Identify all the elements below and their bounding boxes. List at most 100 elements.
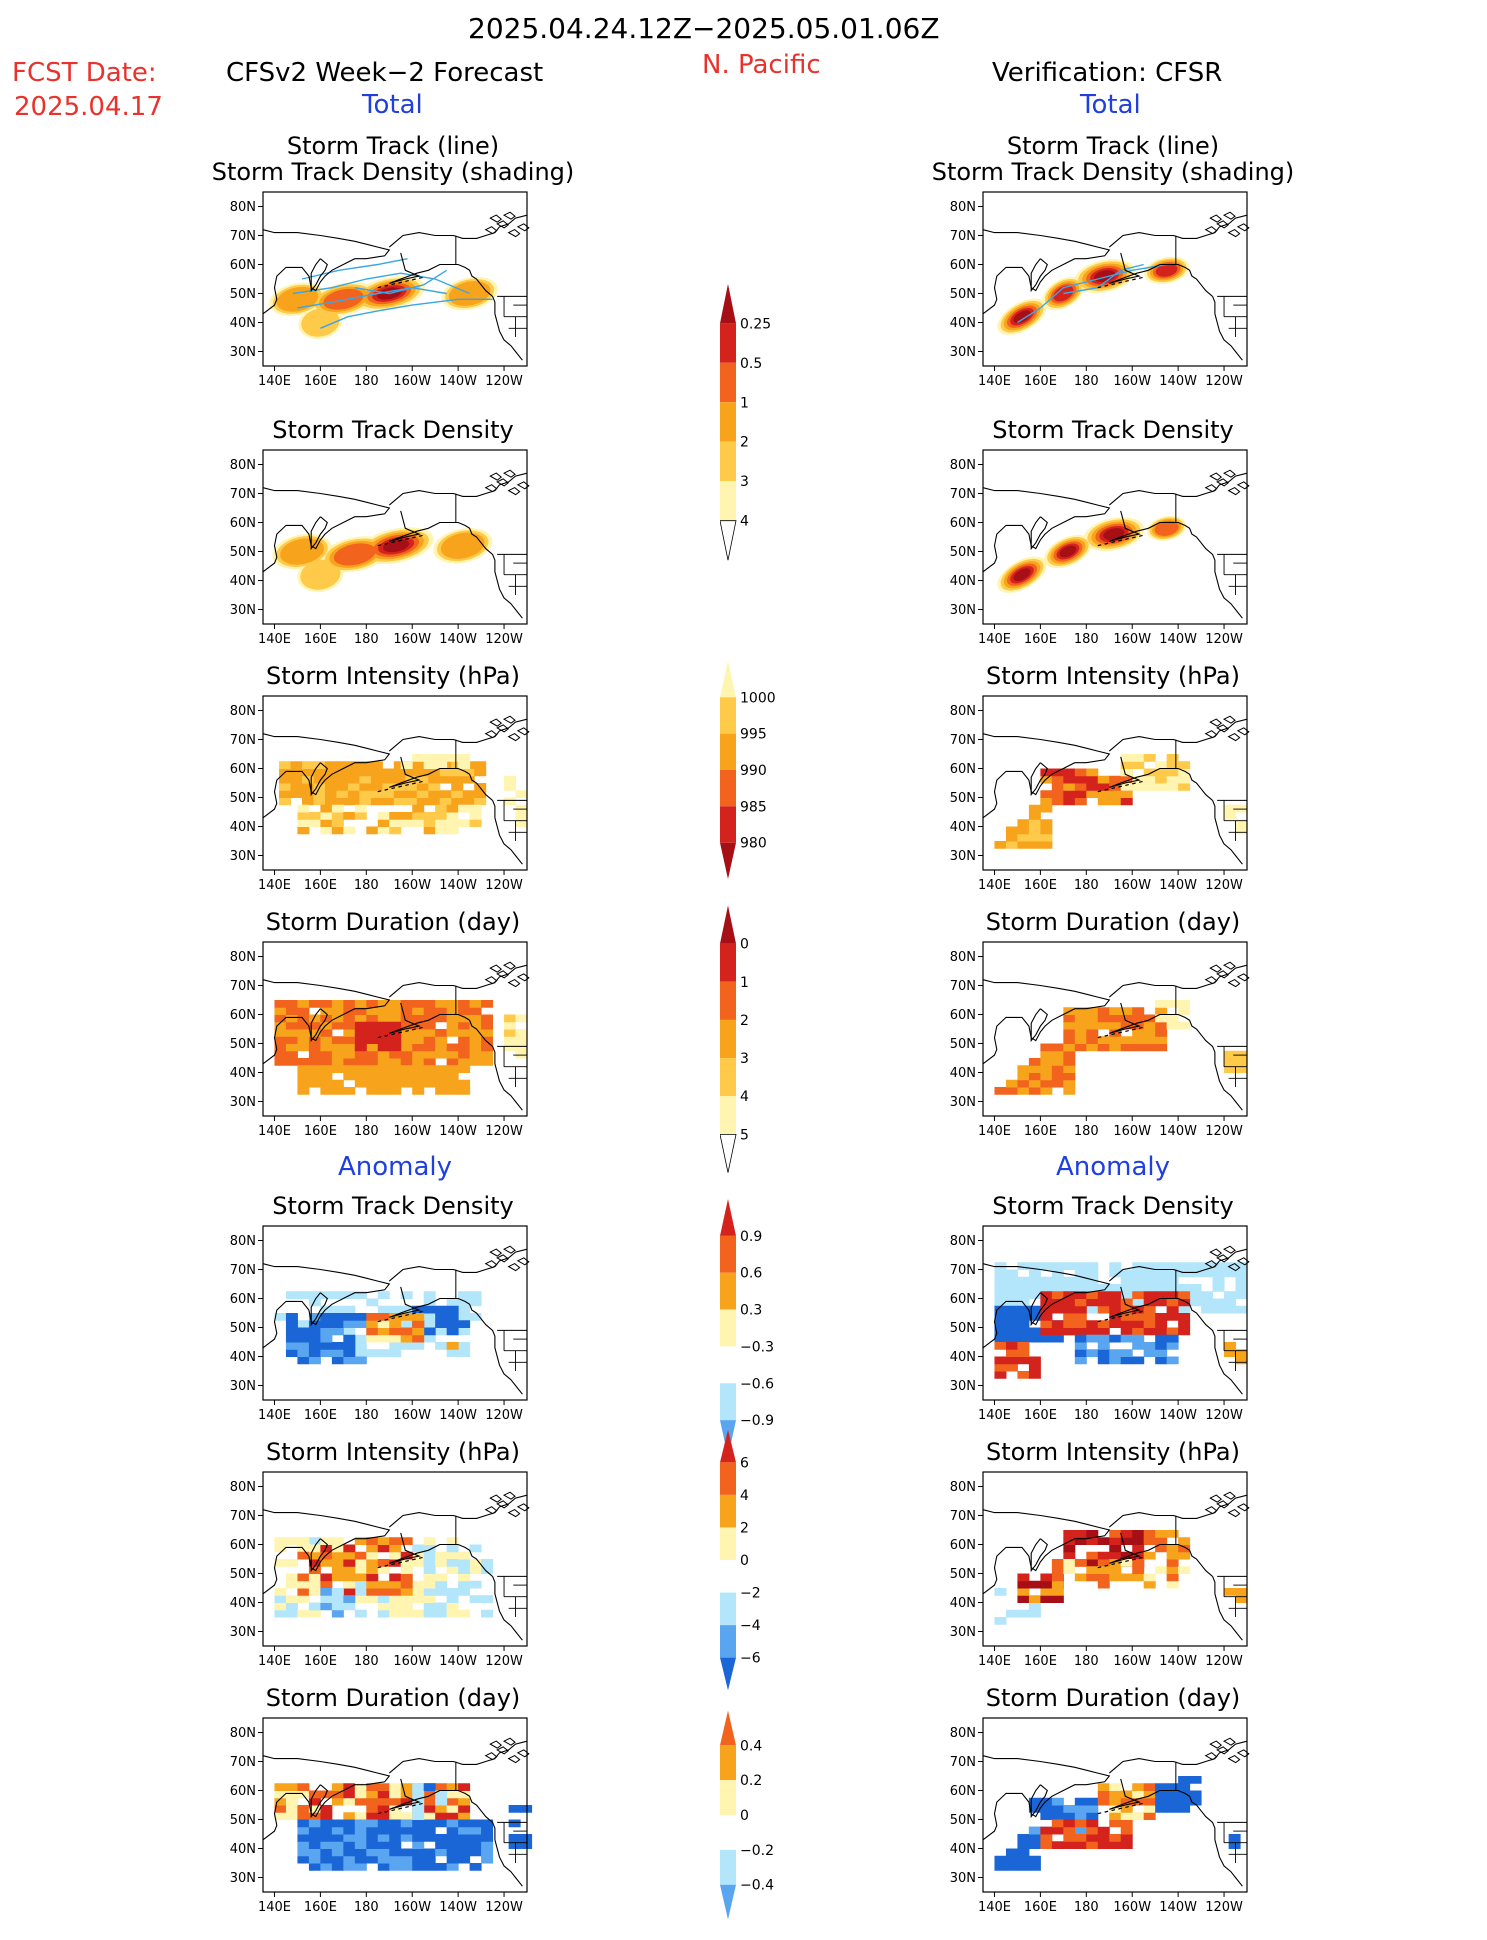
grid-cell	[1017, 1276, 1030, 1285]
lat-tick-label: 30N	[950, 603, 976, 618]
grid-cell	[1155, 1036, 1168, 1044]
storm-track-line	[292, 272, 470, 295]
grid-cell	[343, 1029, 356, 1037]
grid-cell	[423, 1000, 436, 1008]
grid-cell	[412, 1609, 425, 1618]
coastline	[1109, 1286, 1243, 1395]
lon-tick-label: 140E	[978, 1900, 1011, 1915]
island	[412, 1558, 416, 1561]
island	[1104, 1564, 1109, 1567]
grid-cell	[1074, 1036, 1087, 1044]
colorbar-segment	[720, 1625, 736, 1658]
grid-cell	[1040, 1595, 1053, 1603]
grid-cell	[274, 1595, 287, 1603]
grid-cell	[343, 1000, 356, 1008]
grid-cell	[405, 783, 418, 791]
storm-track-line	[320, 298, 493, 329]
island	[502, 1491, 516, 1500]
grid-cell	[1109, 1812, 1122, 1820]
grid-cell	[331, 1342, 344, 1350]
grid-cell	[1074, 1342, 1087, 1350]
grid-cell	[994, 1356, 1007, 1365]
grid-cell	[343, 1580, 356, 1589]
grid-cell	[1017, 1609, 1030, 1618]
grid-cell	[1155, 1349, 1168, 1357]
grid-cell	[308, 1014, 321, 1023]
grid-cell	[1224, 804, 1237, 813]
lon-tick-label: 160W	[1113, 1900, 1151, 1915]
grid-cell	[1063, 1284, 1076, 1292]
grid-cell	[458, 754, 471, 762]
grid-cell	[1017, 1284, 1030, 1292]
lon-tick-label: 140W	[439, 374, 477, 389]
grid-cell	[1132, 783, 1145, 791]
lon-tick-label: 160E	[1024, 1654, 1057, 1669]
grid-cell	[389, 1841, 402, 1849]
grid-cell	[469, 1559, 482, 1567]
grid-cell	[446, 1320, 459, 1328]
grid-cell	[1166, 768, 1179, 777]
grid-cell	[435, 1602, 448, 1611]
grid-cell	[1017, 1356, 1030, 1365]
colorbar-segment	[720, 733, 736, 770]
lat-tick-label: 50N	[950, 545, 976, 560]
grid-cell	[412, 1079, 425, 1088]
grid-cell	[446, 1588, 459, 1596]
grid-cell	[1074, 1841, 1087, 1849]
grid-cell	[313, 797, 326, 806]
grid-cell	[1040, 833, 1053, 842]
grid-cell	[377, 1602, 390, 1611]
grid-cell	[1097, 1356, 1110, 1365]
grid-cell	[515, 1029, 528, 1037]
grid-cell	[423, 1544, 436, 1553]
grid-cell	[435, 1783, 448, 1791]
grid-cell	[1063, 1043, 1076, 1052]
grid-cell	[412, 1058, 425, 1066]
island	[1104, 788, 1109, 791]
grid-cell	[1063, 790, 1076, 798]
grid-cell	[1028, 1805, 1041, 1813]
grid-cell	[423, 1819, 436, 1828]
data-layer	[274, 1537, 494, 1618]
grid-cell	[1235, 1284, 1248, 1292]
lon-tick-label: 160E	[1024, 632, 1057, 647]
grid-cell	[354, 1841, 367, 1849]
lat-tick-label: 60N	[230, 516, 256, 531]
grid-cell	[446, 1805, 459, 1813]
grid-cell	[366, 1855, 379, 1864]
island	[418, 1556, 423, 1559]
grid-cell	[297, 1588, 310, 1596]
colorbar-label: 2	[740, 435, 749, 451]
grid-cell	[428, 775, 441, 784]
grid-cell	[1086, 1559, 1099, 1567]
island	[489, 1248, 503, 1257]
grid-cell	[285, 1058, 298, 1066]
grid-cell	[423, 1602, 436, 1611]
grid-cell	[377, 1855, 390, 1864]
grid-cell	[504, 1036, 517, 1044]
grid-cell	[423, 1863, 436, 1871]
island	[1111, 1809, 1116, 1812]
island	[1104, 1318, 1109, 1321]
grid-cell	[1143, 1298, 1156, 1307]
panel-title: Storm Track Density (shading)	[211, 158, 575, 186]
colorbar-label: 1	[740, 395, 749, 411]
density-contour	[1013, 310, 1031, 324]
island	[377, 1320, 382, 1323]
grid-cell	[354, 1342, 367, 1350]
grid-cell	[1143, 1573, 1156, 1582]
grid-cell	[1086, 1036, 1099, 1044]
lat-tick-label: 80N	[230, 1726, 256, 1741]
grid-cell	[1063, 1029, 1076, 1037]
grid-cell	[994, 1371, 1007, 1379]
grid-cell	[1224, 1298, 1237, 1307]
grid-cell	[1028, 1284, 1041, 1292]
grid-cell	[1086, 1291, 1099, 1299]
grid-cell	[458, 1021, 471, 1030]
grid-cell	[469, 819, 482, 827]
colorbar-label: 0.5	[740, 356, 762, 372]
lon-tick-label: 120W	[485, 1900, 523, 1915]
grid-cell	[1063, 1036, 1076, 1044]
grid-cell	[400, 1000, 413, 1008]
grid-cell	[354, 1058, 367, 1066]
